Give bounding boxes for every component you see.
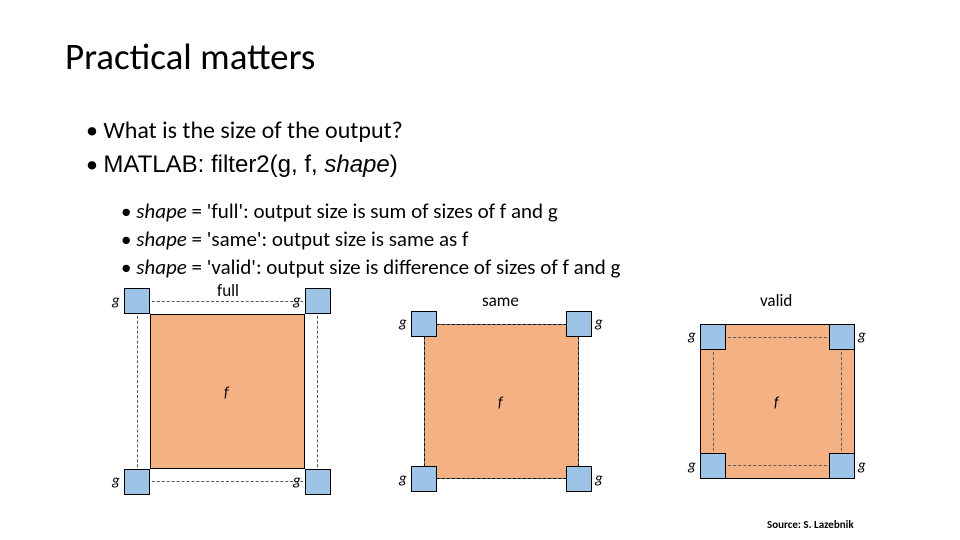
g-label-bl: g — [688, 457, 696, 475]
sb-shape: shape — [136, 254, 187, 280]
valid-title: valid — [760, 290, 792, 311]
g-box-bl — [411, 466, 437, 492]
g-box-tl — [411, 311, 437, 337]
full-title: full — [217, 280, 239, 301]
diagram-full: full f g g g g — [128, 302, 328, 502]
diagram-same: same f g g g g — [402, 312, 602, 512]
bullet-matlab: • MATLAB: filter2(g, f, shape) — [86, 150, 398, 179]
g-box-tl — [700, 324, 726, 350]
matlab-text: MATLAB: filter2(g, f, — [103, 151, 324, 178]
shape-word: shape — [324, 151, 389, 178]
g-label-bl: g — [399, 470, 407, 488]
f-label: f — [224, 384, 229, 402]
sb-rest: = 'valid': output size is difference of … — [187, 254, 621, 280]
sb-prefix: • — [121, 254, 136, 280]
g-box-br — [566, 466, 592, 492]
f-label: f — [498, 394, 503, 412]
f-label: f — [774, 394, 779, 412]
g-label-bl: g — [112, 472, 120, 490]
g-box-br — [829, 453, 855, 479]
g-box-bl — [700, 453, 726, 479]
sb-shape: shape — [136, 198, 187, 224]
sb-rest: = 'full': output size is sum of sizes of… — [187, 198, 558, 224]
sb-shape: shape — [136, 226, 187, 252]
sb-rest: = 'same': output size is same as f — [187, 226, 469, 252]
sub-bullet-full: • shape = 'full': output size is sum of … — [121, 198, 558, 224]
diagram-valid: valid f g g g g — [678, 312, 878, 512]
sub-bullet-same: • shape = 'same': output size is same as… — [121, 226, 468, 252]
sub-bullet-valid: • shape = 'valid': output size is differ… — [121, 254, 620, 280]
g-box-br — [305, 469, 331, 495]
g-label-tl: g — [688, 327, 696, 345]
g-label-tr: g — [595, 314, 603, 332]
g-label-br: g — [858, 457, 866, 475]
slide-title: Practical matters — [65, 34, 315, 79]
same-title: same — [482, 290, 519, 311]
g-label-br: g — [293, 472, 301, 490]
g-box-tl — [124, 288, 150, 314]
g-box-tr — [829, 324, 855, 350]
g-label-br: g — [595, 470, 603, 488]
g-box-tr — [305, 288, 331, 314]
g-label-tr: g — [293, 292, 301, 310]
source-credit: Source: S. Lazebnik — [767, 518, 854, 531]
g-box-tr — [566, 311, 592, 337]
g-label-tl: g — [399, 314, 407, 332]
g-box-bl — [124, 469, 150, 495]
bullet-output-size: • What is the size of the output? — [86, 116, 403, 145]
close-paren: ) — [390, 151, 398, 178]
sb-prefix: • — [121, 198, 136, 224]
g-label-tr: g — [858, 327, 866, 345]
g-label-tl: g — [112, 292, 120, 310]
bullet-prefix: • — [86, 150, 103, 179]
sb-prefix: • — [121, 226, 136, 252]
